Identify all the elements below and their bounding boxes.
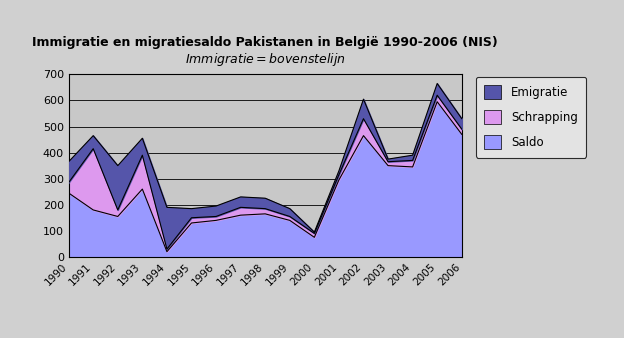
Legend: Emigratie, Schrapping, Saldo: Emigratie, Schrapping, Saldo (475, 77, 586, 158)
Title: Immigratie en migratiesaldo Pakistanen in België 1990-2006 (NIS)
$\it{Immigratie: Immigratie en migratiesaldo Pakistanen i… (32, 36, 498, 68)
